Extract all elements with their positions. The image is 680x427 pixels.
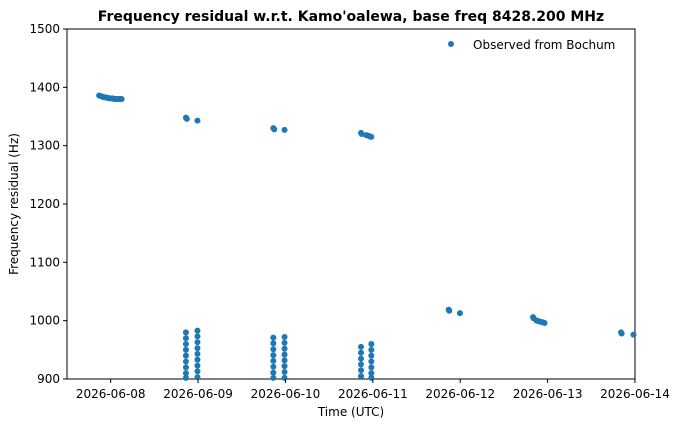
data-point [281,345,288,352]
legend: Observed from Bochum [448,38,615,52]
x-tick-label: 2026-06-11 [338,387,408,401]
data-point [541,320,548,326]
y-tick-label: 1300 [29,139,60,153]
data-point [182,346,189,353]
data-point [270,346,277,353]
data-point [270,334,277,341]
data-point [358,367,365,374]
x-tick-label: 2026-06-09 [163,387,233,401]
data-point [194,327,201,334]
data-point [358,131,365,137]
y-tick-label: 1100 [29,255,60,269]
data-point [182,374,189,381]
data-point [194,356,201,363]
data-point [281,369,288,375]
data-point [281,339,288,346]
data-point [358,361,365,368]
x-tick-label: 2026-06-12 [425,387,495,401]
x-tick-label: 2026-06-14 [600,387,670,401]
x-tick-label: 2026-06-08 [76,387,146,401]
data-point [270,374,277,381]
data-point [358,355,365,362]
data-point [194,339,201,346]
data-point [182,370,189,377]
data-point [368,346,375,353]
data-point [368,358,375,365]
data-point [368,364,375,371]
axes-frame [66,28,636,380]
data-point [194,374,201,381]
data-point [194,117,201,124]
data-point [194,362,201,369]
data-point [368,341,375,347]
data-point [194,345,201,352]
data-point [456,310,463,317]
data-point [358,373,365,380]
y-tick-label: 900 [37,372,60,386]
x-axis-label: Time (UTC) [317,405,384,419]
data-point [194,350,201,357]
data-point [270,357,277,364]
data-point [183,115,190,122]
data-point [630,331,637,338]
points-layer [96,92,637,381]
data-point [281,351,288,358]
data-point [368,352,375,359]
data-point [182,358,189,365]
data-point [446,307,453,314]
ticks-layer: 900 1000 1100 1200 1300 1400 1500 2026-06-08 202… [29,22,669,401]
data-point [281,126,288,133]
y-tick-label: 1200 [29,197,60,211]
data-point [281,334,288,340]
data-point [358,343,365,350]
data-point [118,96,125,102]
y-tick-label: 1000 [29,314,60,328]
x-tick-label: 2026-06-13 [513,387,583,401]
data-point [271,126,278,133]
y-tick-label: 1400 [29,80,60,94]
data-point [368,370,375,377]
data-point [182,329,189,336]
data-point [194,368,201,375]
y-axis-label: Frequency residual (Hz) [7,133,21,275]
data-point [358,349,365,356]
data-point [281,357,288,364]
data-point [270,363,277,370]
legend-marker [448,41,454,47]
data-point [182,335,189,342]
plot-area: 900 1000 1100 1200 1300 1400 1500 2026-06-08 202… [29,22,669,401]
legend-label: Observed from Bochum [473,38,615,52]
data-point [270,369,277,376]
chart-title: Frequency residual w.r.t. Kamo'oalewa, b… [98,9,604,25]
data-point [270,352,277,359]
data-point [281,374,288,381]
data-point [281,363,288,370]
x-tick-label: 2026-06-10 [251,387,321,401]
data-point [182,341,189,347]
y-tick-label: 1500 [29,22,60,36]
data-point [368,374,375,381]
data-point [270,340,277,347]
data-point [182,364,189,371]
data-point [618,330,625,337]
data-point [194,333,201,340]
data-point [368,133,375,140]
data-point [182,352,189,359]
